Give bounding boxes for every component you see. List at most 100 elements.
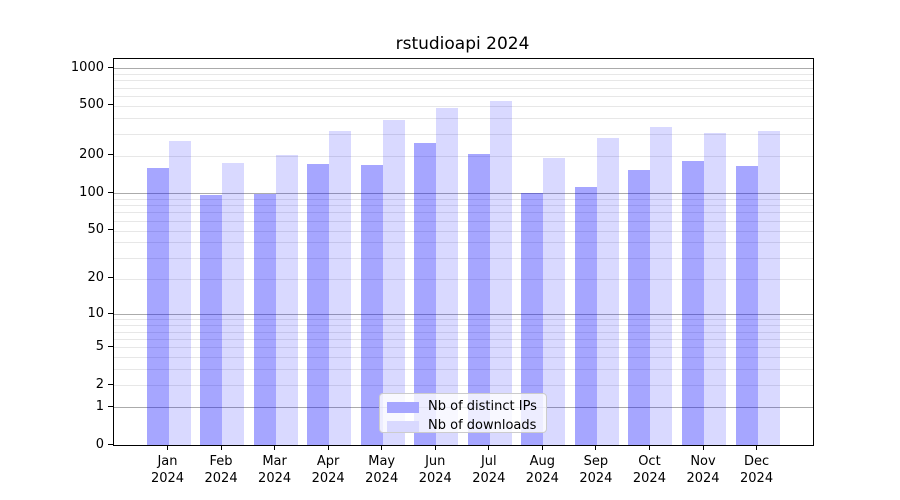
y-tick-label: 2 [95,376,104,392]
x-tick [167,445,168,450]
gridline-minor [114,338,813,340]
y-tick-label: 100 [79,184,104,200]
gridline-minor [114,347,813,349]
bar-distinct-ips-apr [307,163,330,445]
gridline-minor [114,319,813,321]
gridline-minor [114,325,813,327]
plot-area [113,58,814,446]
x-tick-label: May 2024 [365,454,399,486]
bar-downloads-sep [596,138,619,445]
x-tick [274,445,276,450]
gridline-minor [114,257,813,259]
gridline-minor [114,80,813,82]
bar-distinct-ips-may [360,165,383,445]
x-tick-label: Mar 2024 [258,454,292,486]
bar-downloads-jan [168,140,191,445]
x-tick [595,445,597,450]
bar-distinct-ips-nov [682,161,704,445]
gridline-minor [114,212,813,214]
gridline-minor [114,385,813,387]
gridline-minor [114,357,813,359]
bar-distinct-ips-aug [521,193,544,445]
gridline-minor [114,369,813,371]
x-tick-label: Nov 2024 [686,454,720,486]
gridline-minor [114,230,813,232]
bar-downloads-aug [543,157,566,445]
bar-distinct-ips-jan [146,167,169,445]
legend-item-distinct-ips: Nb of distinct IPs [387,399,538,415]
y-tick [108,154,113,156]
x-tick-label: Feb 2024 [204,454,238,486]
bar-downloads-oct [650,126,673,445]
chart-title: rstudioapi 2024 [395,34,530,54]
bar-distinct-ips-jun [414,142,437,445]
y-tick-label: 5 [95,338,104,354]
bar-distinct-ips-oct [628,169,651,445]
y-tick [108,345,113,347]
bar-downloads-nov [704,133,726,445]
y-tick [108,104,113,106]
bar-distinct-ips-dec [735,166,758,445]
gridline-minor [114,73,813,75]
x-tick-label: Jan 2024 [150,454,185,486]
gridline-minor [114,105,813,107]
bar-downloads-may [382,119,405,445]
y-tick [108,277,113,279]
y-tick-label: 200 [79,147,104,163]
bar-downloads-jul [489,100,512,445]
bar-downloads-dec [757,131,780,445]
gridline-minor [114,133,813,135]
x-tick [327,445,329,450]
x-tick [488,445,490,450]
gridline-minor [114,118,813,120]
y-tick [108,312,113,314]
x-tick-label: Apr 2024 [311,454,345,486]
y-tick-label: 50 [87,222,104,238]
gridline-minor [114,242,813,244]
x-tick-label: Aug 2024 [525,454,559,486]
y-tick [108,229,113,231]
gridline-minor [114,155,813,157]
x-tick [541,445,543,450]
gridline-minor [114,205,813,207]
y-tick [108,443,113,445]
bar-distinct-ips-feb [200,195,223,445]
bar-distinct-ips-jul [467,154,490,445]
gridline-minor [114,220,813,222]
x-tick [648,445,650,450]
legend-swatch-distinct-ips [387,401,419,413]
bar-distinct-ips-sep [574,186,597,445]
bar-downloads-apr [329,131,352,445]
gridline-minor [114,87,813,89]
y-tick [108,383,113,385]
y-tick-label: 0 [95,436,104,452]
bar-downloads-mar [275,155,298,445]
legend-swatch-downloads [387,420,419,432]
legend-item-downloads: Nb of downloads [387,418,538,434]
gridline-minor [114,198,813,200]
x-tick-label: Jul 2024 [472,454,506,486]
x-tick-label: Dec 2024 [740,454,774,486]
legend-label-distinct-ips: Nb of distinct IPs [428,399,537,414]
y-tick-label: 1000 [70,59,104,75]
bar-distinct-ips-mar [253,194,276,445]
x-tick-label: Oct 2024 [632,454,666,486]
gridline-major [114,193,813,195]
x-tick-label: Sep 2024 [579,454,613,486]
y-tick [108,405,113,407]
y-tick-label: 10 [87,305,104,321]
gridline-major [114,68,813,70]
bar-downloads-jun [436,107,459,445]
y-tick-label: 1 [95,398,104,414]
gridline-minor [114,95,813,97]
x-tick [381,445,383,450]
x-tick [702,445,704,450]
gridline-major [114,314,813,316]
x-tick [756,445,758,450]
x-tick-label: Jun 2024 [418,454,452,486]
legend: Nb of distinct IPs Nb of downloads [379,393,547,433]
y-tick [108,191,113,193]
y-tick-label: 20 [87,270,104,286]
x-tick [220,445,222,450]
